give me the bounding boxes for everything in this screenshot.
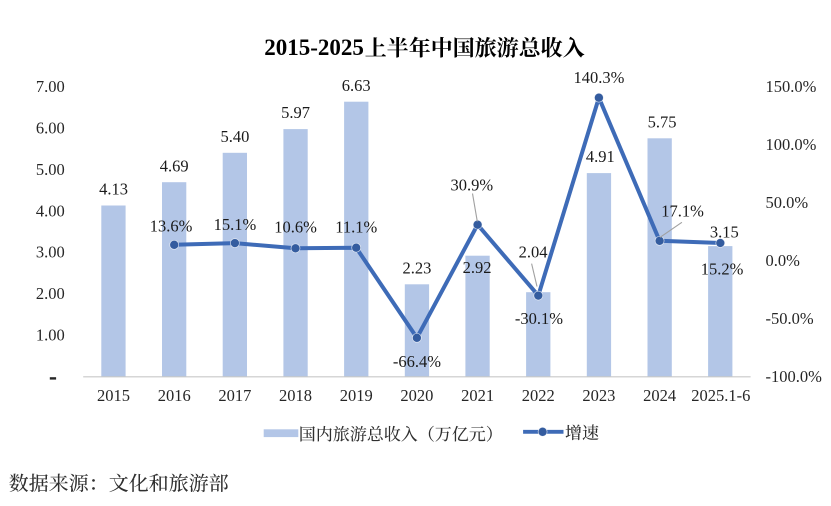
svg-text:3.00: 3.00 xyxy=(36,243,65,262)
svg-text:5.00: 5.00 xyxy=(36,160,65,179)
svg-text:5.97: 5.97 xyxy=(281,103,310,122)
svg-text:15.2%: 15.2% xyxy=(701,259,744,278)
svg-text:4.00: 4.00 xyxy=(36,201,65,220)
svg-text:2023: 2023 xyxy=(582,386,615,405)
svg-text:11.1%: 11.1% xyxy=(335,218,377,237)
svg-text:2015: 2015 xyxy=(97,386,130,405)
svg-text:5.75: 5.75 xyxy=(648,112,677,131)
svg-text:2.92: 2.92 xyxy=(463,258,492,277)
svg-text:100.0%: 100.0% xyxy=(766,135,817,154)
svg-text:4.69: 4.69 xyxy=(160,156,189,175)
svg-text:-66.4%: -66.4% xyxy=(393,352,441,371)
svg-text:2022: 2022 xyxy=(522,386,555,405)
svg-text:5.40: 5.40 xyxy=(220,127,249,146)
svg-text:6.63: 6.63 xyxy=(342,76,371,95)
svg-text:-50.0%: -50.0% xyxy=(766,309,814,328)
svg-text:-30.1%: -30.1% xyxy=(515,309,563,328)
svg-text:2019: 2019 xyxy=(340,386,373,405)
svg-text:3.15: 3.15 xyxy=(710,223,739,242)
svg-text:2017: 2017 xyxy=(218,386,251,405)
svg-text:2.04: 2.04 xyxy=(519,242,548,261)
svg-text:13.6%: 13.6% xyxy=(150,216,193,235)
svg-text:50.0%: 50.0% xyxy=(766,193,809,212)
svg-text:2.00: 2.00 xyxy=(36,284,65,303)
svg-text:2018: 2018 xyxy=(279,386,312,405)
svg-text:2015-2025: 2015-2025 xyxy=(264,35,364,60)
svg-text:0.0%: 0.0% xyxy=(766,251,801,270)
svg-text:2016: 2016 xyxy=(158,386,191,405)
svg-text:140.3%: 140.3% xyxy=(573,68,624,87)
svg-text:2024: 2024 xyxy=(643,386,676,405)
svg-text:2025.1-6: 2025.1-6 xyxy=(691,386,750,405)
svg-text:-100.0%: -100.0% xyxy=(766,367,823,386)
svg-text:10.6%: 10.6% xyxy=(274,218,317,237)
svg-text:4.91: 4.91 xyxy=(586,147,615,166)
svg-text:15.1%: 15.1% xyxy=(214,215,257,234)
svg-text:30.9%: 30.9% xyxy=(450,176,493,195)
svg-text:2021: 2021 xyxy=(461,386,494,405)
svg-text:1.00: 1.00 xyxy=(36,326,65,345)
svg-text:150.0%: 150.0% xyxy=(766,77,817,96)
svg-text:4.13: 4.13 xyxy=(99,180,128,199)
svg-text:2.23: 2.23 xyxy=(402,258,431,277)
svg-text:17.1%: 17.1% xyxy=(661,201,704,220)
svg-text:7.00: 7.00 xyxy=(36,77,65,96)
svg-text:2020: 2020 xyxy=(400,386,433,405)
svg-text:6.00: 6.00 xyxy=(36,118,65,137)
